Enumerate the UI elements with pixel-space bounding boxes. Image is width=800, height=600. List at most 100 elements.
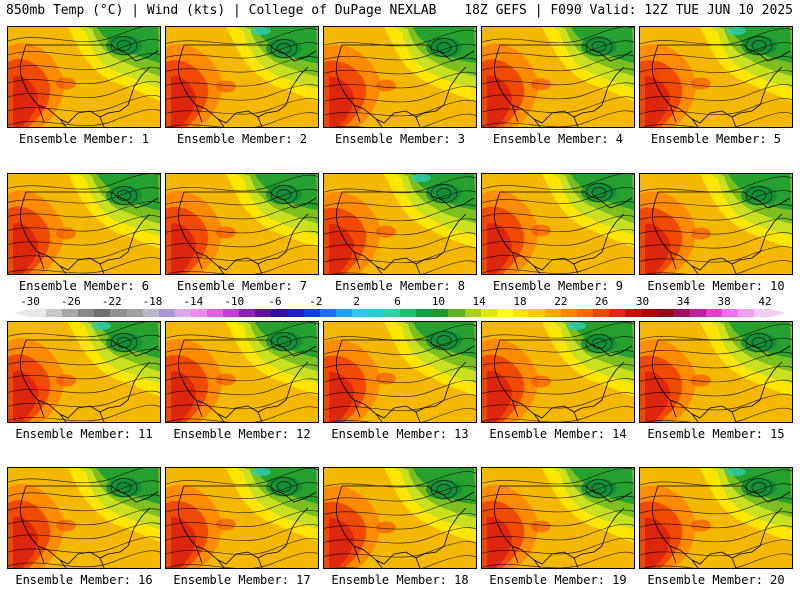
colorbar-swatch [78, 309, 95, 317]
temperature-map [324, 27, 476, 127]
colorbar-swatch [657, 309, 674, 317]
colorbar-swatch [174, 309, 191, 317]
colorbar-tick-label: 42 [758, 295, 772, 308]
colorbar-swatch [738, 309, 755, 317]
temperature-map [324, 174, 476, 274]
temperature-map [166, 174, 318, 274]
colorbar-tick-label: -30 [20, 295, 40, 308]
colorbar-tick-label: -18 [142, 295, 163, 308]
colorbar-swatch [255, 309, 272, 317]
colorbar-tick-label: 6 [394, 295, 401, 308]
colorbar-tick-label: 34 [676, 295, 690, 308]
colorbar-swatch [351, 309, 368, 317]
colorbar-swatch [609, 309, 626, 317]
temperature-map [8, 322, 160, 422]
colorbar-swatch [94, 309, 111, 317]
colorbar-swatch [319, 309, 336, 317]
ensemble-member-label: Ensemble Member: 14 [489, 427, 627, 441]
colorbar-swatch [722, 309, 739, 317]
map-frame [323, 26, 477, 128]
ensemble-member-label: Ensemble Member: 16 [15, 573, 153, 587]
colorbar-swatch [577, 309, 594, 317]
colorbar-strip [30, 309, 771, 317]
temperature-map [482, 468, 634, 568]
colorbar-swatch [416, 309, 433, 317]
colorbar-swatch [705, 309, 723, 317]
colorbar-swatch [46, 309, 63, 317]
colorbar-swatch [673, 309, 690, 317]
colorbar-tick-label: -22 [101, 295, 122, 308]
colorbar-swatch [512, 309, 529, 317]
colorbar-swatch [528, 309, 545, 317]
colorbar-swatch [480, 309, 497, 317]
colorbar-swatch [271, 309, 288, 317]
colorbar-swatch [545, 309, 562, 317]
colorbar-swatch [593, 309, 610, 317]
ensemble-member-label: Ensemble Member: 13 [331, 427, 469, 441]
temperature-map [482, 322, 634, 422]
ensemble-member-label: Ensemble Member: 11 [15, 427, 153, 441]
colorbar-swatch [754, 309, 771, 317]
colorbar-swatch [126, 309, 143, 317]
map-frame [165, 173, 319, 275]
colorbar-swatch [62, 309, 79, 317]
ensemble-member-label: Ensemble Member: 8 [334, 279, 466, 293]
colorbar-swatch [432, 309, 449, 317]
ensemble-member-label: Ensemble Member: 19 [489, 573, 627, 587]
colorbar-swatch [142, 309, 159, 317]
ensemble-member-label: Ensemble Member: 3 [334, 132, 466, 146]
map-frame [7, 321, 161, 423]
temperature-map [640, 468, 792, 568]
colorbar-swatch [207, 309, 224, 317]
colorbar-tick-label: 18 [513, 295, 527, 308]
ensemble-member-label: Ensemble Member: 18 [331, 573, 469, 587]
colorbar-swatch [448, 309, 465, 317]
temperature-map [640, 322, 792, 422]
map-frame [165, 467, 319, 569]
colorbar-swatch [303, 309, 320, 317]
map-frame [639, 26, 793, 128]
colorbar-swatch [110, 309, 127, 317]
temperature-map [166, 322, 318, 422]
colorbar-tick-label: 14 [472, 295, 486, 308]
map-frame [481, 26, 635, 128]
temperature-map [482, 27, 634, 127]
colorbar-swatch [561, 309, 578, 317]
chart-title: 850mb Temp (°C) | Wind (kts) | College o… [6, 3, 437, 18]
colorbar-swatch [158, 309, 175, 317]
map-frame [481, 173, 635, 275]
colorbar-tick-label: 38 [717, 295, 731, 308]
colorbar-tick-label: 2 [353, 295, 360, 308]
ensemble-member-label: Ensemble Member: 20 [647, 573, 785, 587]
colorbar-swatch [400, 309, 417, 317]
colorbar-swatch [384, 309, 401, 317]
map-frame [323, 321, 477, 423]
temperature-map [8, 174, 160, 274]
temperature-map [8, 27, 160, 127]
map-frame [639, 173, 793, 275]
ensemble-member-label: Ensemble Member: 1 [18, 132, 150, 146]
colorbar-swatch [239, 309, 256, 317]
colorbar-min-arrow [14, 309, 30, 317]
colorbar-tick-label: -26 [60, 295, 81, 308]
colorbar-swatch [30, 309, 47, 317]
temperature-map [482, 174, 634, 274]
colorbar-tick-label: -2 [309, 295, 323, 308]
temperature-map [324, 468, 476, 568]
temperature-map [166, 468, 318, 568]
temperature-map [324, 322, 476, 422]
temperature-map [8, 468, 160, 568]
map-frame [165, 321, 319, 423]
colorbar-swatch [367, 309, 385, 317]
colorbar-tick-label: -10 [224, 295, 245, 308]
ensemble-member-label: Ensemble Member: 10 [647, 279, 785, 293]
colorbar-swatch [464, 309, 481, 317]
colorbar-swatch [223, 309, 240, 317]
colorbar-tick-label: 26 [595, 295, 609, 308]
colorbar-tick-label: 10 [431, 295, 445, 308]
colorbar-swatch [641, 309, 658, 317]
colorbar-swatch [335, 309, 352, 317]
colorbar-swatch [190, 309, 208, 317]
ensemble-member-label: Ensemble Member: 7 [176, 279, 308, 293]
valid-time-label: 18Z GEFS | F090 Valid: 12Z TUE JUN 10 20… [464, 3, 793, 18]
